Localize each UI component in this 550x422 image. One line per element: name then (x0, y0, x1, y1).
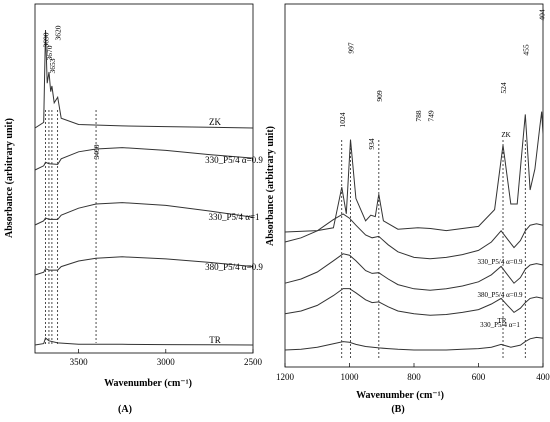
series-line-zk (34, 29, 254, 129)
x-tick-label-800: 800 (407, 372, 421, 382)
series-line-330-p5-4-0-9 (34, 147, 254, 171)
series-line-330-p5-4-1 (284, 288, 544, 316)
x-tick-label-1000: 1000 (341, 372, 360, 382)
peak-label-3400: 3400 (92, 144, 101, 159)
peak-label-3670: 3670 (45, 45, 54, 60)
peak-label-455: 455 (521, 44, 530, 56)
series-line-330-p5-4-1 (34, 202, 254, 226)
panel-b-ylabel: Absorbance (arbitrary unit) (265, 126, 276, 246)
series-label-zk: ZK (501, 131, 510, 139)
peak-label-3653: 3653 (48, 58, 57, 73)
x-tick-label-400: 400 (536, 372, 550, 382)
series-line-tr (284, 336, 544, 351)
peak-label-997: 997 (347, 42, 356, 54)
x-tick-label-1200: 1200 (276, 372, 295, 382)
series-label-330-p5-4-0-9: 330_P5/4 α=0.9 (205, 155, 263, 165)
x-tick-label-3000: 3000 (157, 357, 176, 367)
series-label-380-p5-4-0-9: 380_P5/4 α=0.9 (205, 262, 263, 272)
x-tick-label-600: 600 (472, 372, 486, 382)
peak-label-524: 524 (499, 82, 508, 94)
peak-label-934: 934 (367, 138, 376, 150)
series-line-380-p5-4-0-9 (34, 256, 254, 276)
x-tick-label-3500: 3500 (70, 357, 89, 367)
series-line-tr (34, 337, 254, 346)
peak-label-788: 788 (414, 110, 423, 122)
peak-label-909: 909 (375, 90, 384, 102)
panel-b-xlabel: Wavenumber (cm⁻¹) (356, 390, 444, 401)
panel-b: 1200 1000 800 600 400 1024 997 934 909 788 749 524… (265, 3, 550, 415)
panel-b-label: (B) (391, 404, 404, 415)
panel-a-plot-frame (34, 3, 254, 354)
series-label-380-p5-4-0-9: 380_P5/4 α=0.9 (478, 291, 523, 299)
series-label-330-p5-4-1: 330_P5/4 α=1 (480, 321, 520, 329)
series-label-tr: TR (498, 317, 507, 325)
panel-a-xlabel: Wavenumber (cm⁻¹) (104, 378, 192, 389)
peak-label-404: 404 (538, 9, 547, 21)
series-line-380-p5-4-0-9 (284, 253, 544, 291)
panel-a-ylabel: Absorbance (arbitrary unit) (4, 118, 15, 238)
series-line-zk (284, 111, 544, 233)
peak-label-749: 749 (426, 110, 435, 122)
panel-a-label: (A) (118, 404, 132, 415)
peak-label-3620: 3620 (54, 25, 63, 40)
peak-label-3690: 3690 (42, 32, 51, 47)
series-label-zk: ZK (209, 117, 221, 127)
series-line-330-p5-4-0-9 (284, 213, 544, 260)
panel-b-plot-frame (284, 3, 544, 368)
series-label-330-p5-4-0-9: 330_P5/4 α=0.9 (478, 258, 523, 266)
series-label-tr: TR (209, 335, 221, 345)
x-tick-label-2500: 2500 (244, 357, 263, 367)
peak-label-1024: 1024 (338, 112, 347, 127)
series-label-330-p5-4-1: 330_P5/4 α=1 (208, 212, 259, 222)
